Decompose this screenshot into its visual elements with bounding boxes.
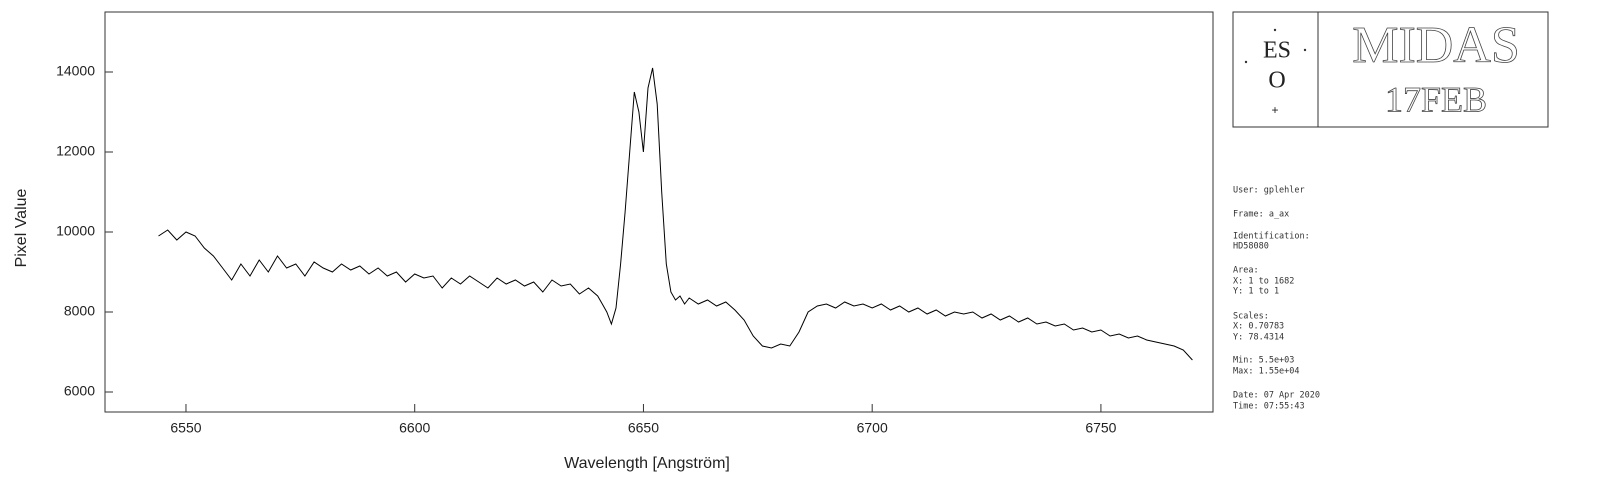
y-axis-label: Pixel Value bbox=[13, 188, 30, 267]
info-line: Max: 1.55e+04 bbox=[1233, 367, 1300, 377]
info-line: X: 0.70783 bbox=[1233, 322, 1284, 332]
x-tick-label: 6700 bbox=[857, 420, 888, 436]
info-line: Min: 5.5e+03 bbox=[1233, 356, 1294, 366]
logo: ES O + MIDAS 17FEB bbox=[1232, 11, 1549, 128]
logo-bottom: O bbox=[1268, 68, 1285, 94]
logo-box bbox=[1232, 11, 1549, 128]
plot-frame bbox=[104, 11, 1214, 413]
y-tick-label: 10000 bbox=[56, 223, 95, 239]
info-line: Scales: bbox=[1233, 312, 1269, 322]
info-line: Area: bbox=[1233, 266, 1259, 276]
logo-title: MIDAS bbox=[1352, 17, 1520, 74]
info-line: Time: 07:55:43 bbox=[1233, 402, 1305, 412]
info-line: HD58080 bbox=[1233, 242, 1269, 252]
info-line: X: 1 to 1682 bbox=[1233, 277, 1294, 287]
info-line: Frame: a_ax bbox=[1233, 210, 1289, 220]
logo-dot bbox=[1244, 60, 1248, 64]
y-tick-label: 8000 bbox=[64, 303, 95, 319]
x-tick-label: 6750 bbox=[1085, 420, 1116, 436]
logo-dot bbox=[1303, 48, 1307, 52]
logo-top: ES bbox=[1263, 38, 1291, 64]
y-tick-label: 6000 bbox=[64, 383, 95, 399]
info-line: Y: 78.4314 bbox=[1233, 333, 1284, 343]
logo-subtitle: 17FEB bbox=[1385, 79, 1487, 119]
x-tick-label: 6650 bbox=[628, 420, 659, 436]
y-tick-label: 14000 bbox=[56, 63, 95, 79]
logo-star: + bbox=[1271, 103, 1278, 117]
logo-dot bbox=[1273, 28, 1277, 32]
info-line: User: gplehler bbox=[1233, 186, 1305, 196]
spectrum-line bbox=[158, 67, 1193, 361]
x-tick-label: 6550 bbox=[170, 420, 201, 436]
info-line: Date: 07 Apr 2020 bbox=[1233, 391, 1320, 401]
x-tick-label: 6600 bbox=[399, 420, 430, 436]
info-line: Identification: bbox=[1233, 232, 1310, 242]
y-tick-label: 12000 bbox=[56, 143, 95, 159]
x-axis-label: Wavelength [Angström] bbox=[564, 455, 730, 472]
info-line: Y: 1 to 1 bbox=[1233, 287, 1279, 297]
